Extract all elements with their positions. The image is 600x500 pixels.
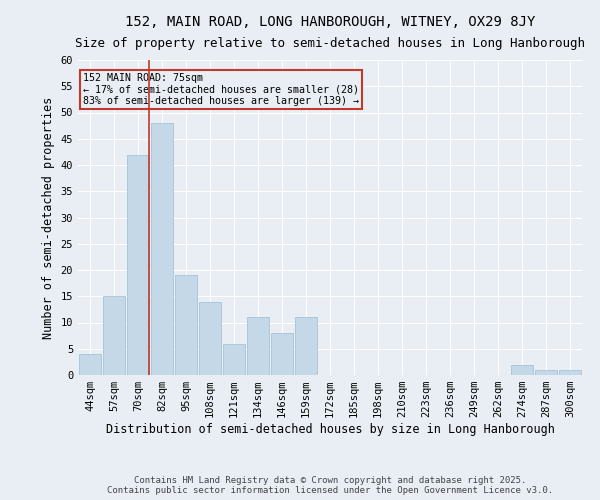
Bar <box>535 370 557 375</box>
Text: 152, MAIN ROAD, LONG HANBOROUGH, WITNEY, OX29 8JY: 152, MAIN ROAD, LONG HANBOROUGH, WITNEY,… <box>125 15 535 29</box>
Bar <box>127 154 149 375</box>
Bar <box>247 318 269 375</box>
Bar <box>271 333 293 375</box>
Bar <box>223 344 245 375</box>
Bar <box>199 302 221 375</box>
Bar <box>79 354 101 375</box>
Text: Size of property relative to semi-detached houses in Long Hanborough: Size of property relative to semi-detach… <box>75 38 585 51</box>
Bar <box>295 318 317 375</box>
Bar <box>175 275 197 375</box>
X-axis label: Distribution of semi-detached houses by size in Long Hanborough: Distribution of semi-detached houses by … <box>106 423 554 436</box>
Bar <box>151 123 173 375</box>
Bar <box>511 364 533 375</box>
Bar <box>559 370 581 375</box>
Bar <box>103 296 125 375</box>
Text: Contains HM Land Registry data © Crown copyright and database right 2025.
Contai: Contains HM Land Registry data © Crown c… <box>107 476 553 495</box>
Text: 152 MAIN ROAD: 75sqm
← 17% of semi-detached houses are smaller (28)
83% of semi-: 152 MAIN ROAD: 75sqm ← 17% of semi-detac… <box>83 73 359 106</box>
Y-axis label: Number of semi-detached properties: Number of semi-detached properties <box>42 96 55 338</box>
